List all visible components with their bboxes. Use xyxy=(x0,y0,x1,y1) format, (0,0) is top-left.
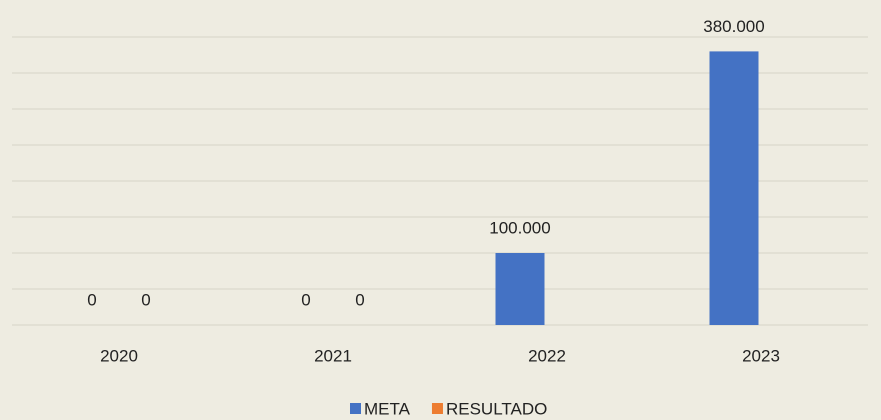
x-tick-label: 2023 xyxy=(742,346,780,365)
legend-swatch xyxy=(350,403,361,414)
data-label: 100.000 xyxy=(489,218,550,237)
x-tick-label: 2022 xyxy=(528,346,566,365)
data-label: 0 xyxy=(87,290,96,309)
legend-label: META xyxy=(364,399,411,418)
bar xyxy=(495,253,545,325)
data-label: 0 xyxy=(141,290,150,309)
data-label: 380.000 xyxy=(703,17,764,36)
legend-swatch xyxy=(431,403,443,414)
bar xyxy=(709,51,759,326)
legend-label: RESULTADO xyxy=(446,399,547,418)
data-label: 0 xyxy=(301,290,310,309)
x-tick-label: 2020 xyxy=(100,346,138,365)
data-label: 0 xyxy=(355,290,364,309)
x-tick-label: 2021 xyxy=(314,346,352,365)
